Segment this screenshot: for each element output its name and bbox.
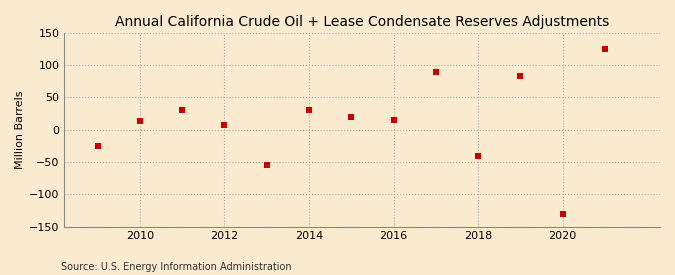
- Title: Annual California Crude Oil + Lease Condensate Reserves Adjustments: Annual California Crude Oil + Lease Cond…: [115, 15, 609, 29]
- Point: [558, 211, 568, 216]
- Point: [431, 70, 441, 74]
- Point: [599, 47, 610, 51]
- Point: [515, 74, 526, 78]
- Point: [92, 144, 103, 148]
- Point: [346, 115, 356, 119]
- Text: Source: U.S. Energy Information Administration: Source: U.S. Energy Information Administ…: [61, 262, 292, 272]
- Point: [304, 108, 315, 112]
- Point: [261, 163, 272, 167]
- Point: [134, 119, 145, 123]
- Point: [388, 118, 399, 122]
- Point: [472, 153, 483, 158]
- Point: [177, 108, 188, 112]
- Y-axis label: Million Barrels: Million Barrels: [15, 90, 25, 169]
- Point: [219, 123, 230, 127]
